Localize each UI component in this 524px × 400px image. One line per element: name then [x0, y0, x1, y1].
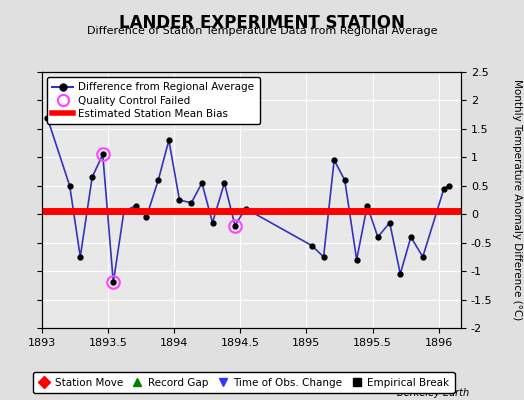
- Y-axis label: Monthly Temperature Anomaly Difference (°C): Monthly Temperature Anomaly Difference (…: [512, 79, 522, 321]
- Legend: Station Move, Record Gap, Time of Obs. Change, Empirical Break: Station Move, Record Gap, Time of Obs. C…: [32, 372, 455, 393]
- Text: Difference of Station Temperature Data from Regional Average: Difference of Station Temperature Data f…: [87, 26, 437, 36]
- Text: LANDER EXPERIMENT STATION: LANDER EXPERIMENT STATION: [119, 14, 405, 32]
- Legend: Difference from Regional Average, Quality Control Failed, Estimated Station Mean: Difference from Regional Average, Qualit…: [47, 77, 259, 124]
- Text: Berkeley Earth: Berkeley Earth: [397, 388, 469, 398]
